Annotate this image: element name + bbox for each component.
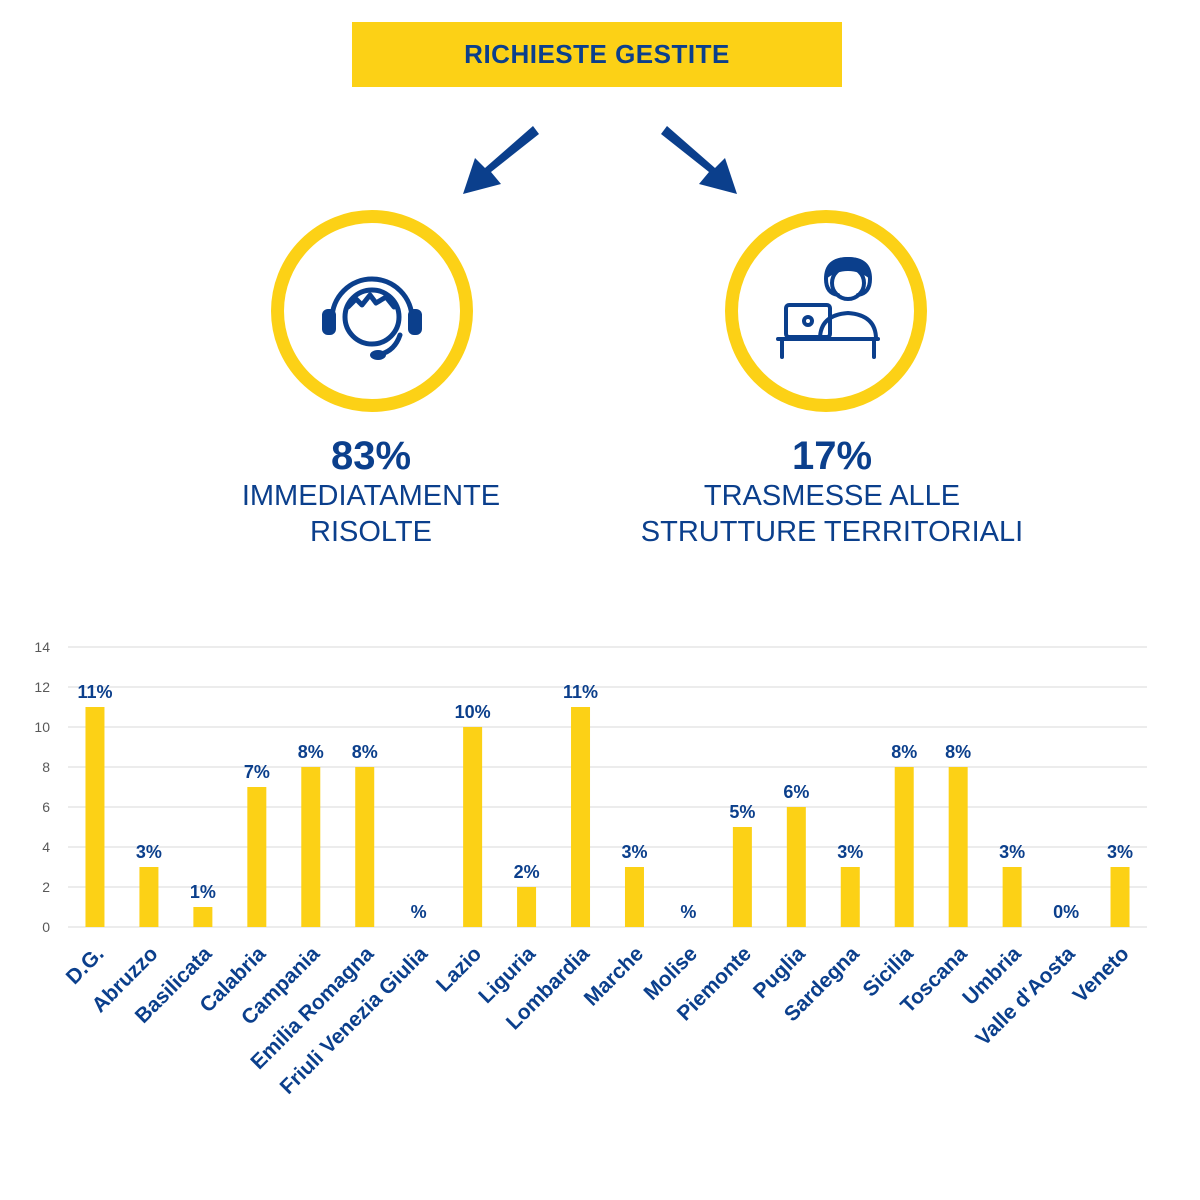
category-label: D.G.	[62, 942, 109, 989]
bar	[193, 907, 213, 927]
data-label: 3%	[1107, 842, 1133, 862]
title-banner: RICHIESTE GESTITE	[352, 22, 842, 87]
resolved-label-line1: IMMEDIATAMENTE	[241, 480, 501, 512]
bar	[571, 707, 591, 927]
bar	[517, 887, 537, 927]
resolved-stat: 83% IMMEDIATAMENTE RISOLTE	[161, 434, 581, 550]
data-label: 11%	[563, 682, 598, 702]
data-label: 2%	[514, 862, 540, 882]
bar	[1110, 867, 1130, 927]
data-label: 3%	[999, 842, 1025, 862]
data-label: 0%	[1053, 902, 1079, 922]
transmitted-label-line1: TRASMESSE ALLE	[703, 480, 961, 512]
data-label: 3%	[136, 842, 162, 862]
transmitted-label-line2: STRUTTURE TERRITORIALI	[640, 516, 1024, 548]
headset-operator-icon	[322, 276, 422, 360]
y-tick-label: 6	[42, 799, 50, 815]
y-tick-label: 2	[42, 879, 50, 895]
data-label: 3%	[621, 842, 647, 862]
y-tick-label: 14	[34, 639, 50, 655]
bar	[1002, 867, 1022, 927]
y-tick-label: 4	[42, 839, 50, 855]
data-label: 7%	[244, 762, 270, 782]
resolved-circle	[271, 210, 473, 412]
transmitted-circle	[725, 210, 927, 412]
bar	[85, 707, 105, 927]
person-at-laptop-icon	[776, 257, 880, 359]
data-label: %	[680, 902, 696, 922]
bar	[301, 767, 321, 927]
category-label: Veneto	[1069, 942, 1134, 1007]
bar	[840, 867, 860, 927]
data-label: 8%	[891, 742, 917, 762]
data-label: %	[411, 902, 427, 922]
bar	[624, 867, 644, 927]
resolved-percent: 83%	[330, 434, 412, 478]
bar	[786, 807, 806, 927]
data-label: 1%	[190, 882, 216, 902]
data-label: 8%	[945, 742, 971, 762]
regional-bar-chart: 0246810121411%D.G.3%Abruzzo1%Basilicata7…	[34, 639, 1147, 1099]
data-label: 10%	[455, 702, 491, 722]
data-label: 8%	[352, 742, 378, 762]
data-label: 11%	[77, 682, 112, 702]
y-tick-label: 12	[34, 679, 50, 695]
resolved-label-line2: RISOLTE	[310, 516, 432, 548]
bar	[247, 787, 267, 927]
bar	[894, 767, 914, 927]
page-title: RICHIESTE GESTITE	[464, 39, 730, 69]
bar	[139, 867, 159, 927]
arrow-down-left-icon	[463, 126, 539, 194]
data-label: 3%	[837, 842, 863, 862]
data-label: 6%	[783, 782, 809, 802]
category-label: Marche	[580, 942, 648, 1010]
arrow-down-right-icon	[661, 126, 737, 194]
bar	[948, 767, 968, 927]
data-label: 8%	[298, 742, 324, 762]
y-tick-label: 8	[42, 759, 50, 775]
transmitted-stat: 17% TRASMESSE ALLE STRUTTURE TERRITORIAL…	[622, 434, 1042, 550]
bar	[732, 827, 752, 927]
bar	[463, 727, 483, 927]
bar	[355, 767, 375, 927]
y-tick-label: 0	[42, 919, 50, 935]
transmitted-percent: 17%	[791, 434, 873, 478]
y-tick-label: 10	[34, 719, 50, 735]
data-label: 5%	[729, 802, 755, 822]
